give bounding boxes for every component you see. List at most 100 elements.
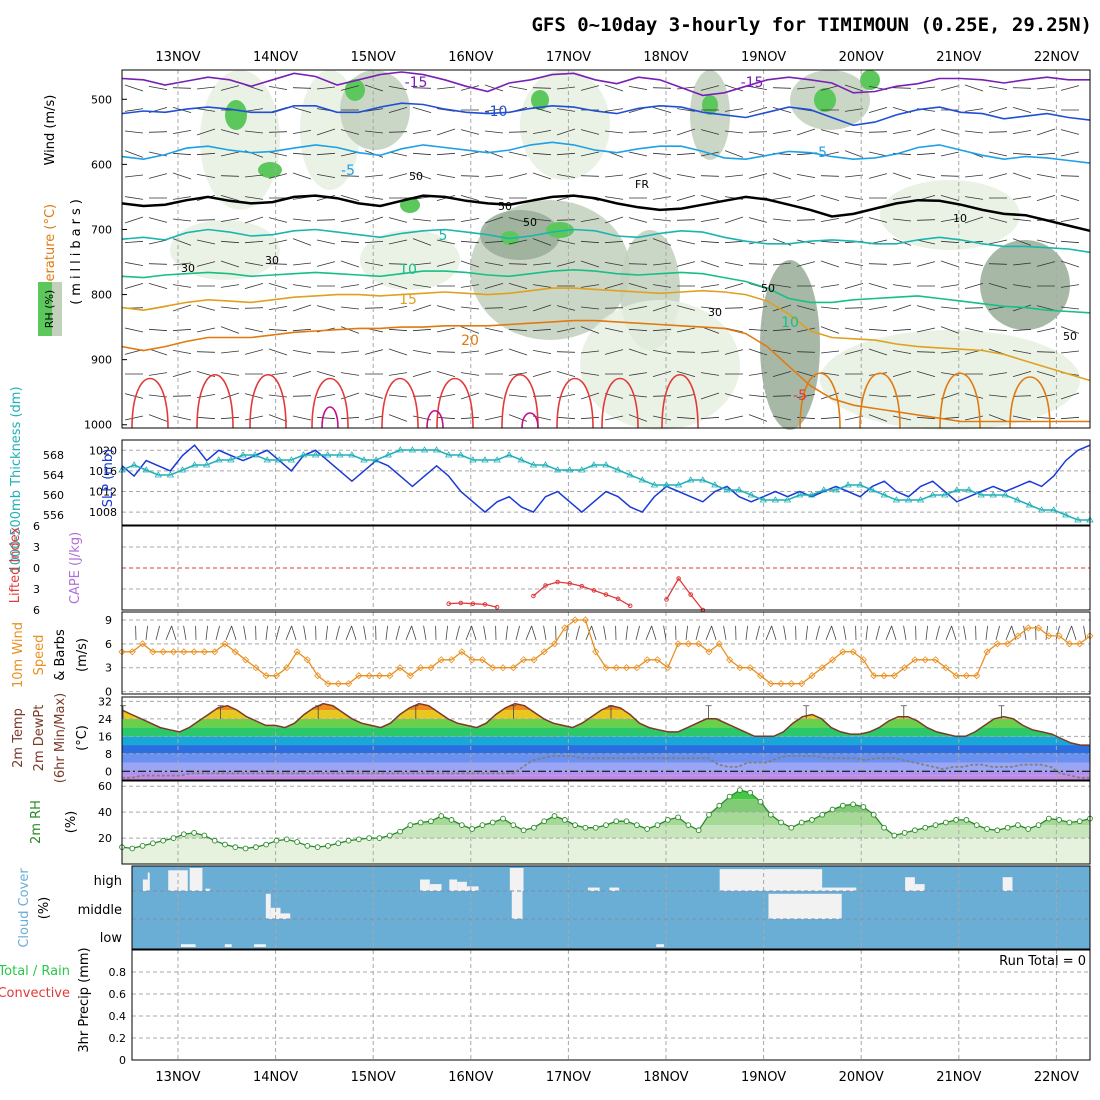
rh2m-marker [716,802,723,809]
wind-barb [532,262,552,266]
wind-barb [724,349,744,355]
wind-barb [940,85,960,91]
thickness-marker [227,456,235,463]
rh2m-marker [150,840,156,847]
wind-speed-marker [520,656,528,664]
rh-shading [480,210,560,260]
thickness-marker [408,446,417,453]
wind-barb [316,370,336,378]
wind-barb [868,305,888,311]
wind-barb [1012,87,1032,89]
wind-barb [423,625,427,640]
wind-barb [325,625,328,640]
lifted-index-marker [555,579,560,585]
wind-barb [484,393,504,399]
wind-barb [885,625,892,641]
wind-barb [124,327,144,333]
wind-barb [460,240,480,244]
wind-barb [772,172,792,180]
rh2m-marker [469,826,475,832]
wind-barb [220,151,240,157]
wind-barb [844,108,864,112]
thickness-marker [880,491,889,498]
rh2m-marker [479,822,486,828]
wind-speed-marker [746,664,754,672]
wind-barb [148,328,168,332]
thickness-label-group: 1000-500mb Thickness (dm) [9,386,24,573]
thickness-marker [989,491,997,498]
wind-barb [244,349,264,355]
wind-speed-marker [849,648,857,656]
precip-convective-label: Convective [0,986,70,1001]
wind-barb [892,196,912,200]
wind-barb [412,218,432,222]
wind-barb [988,173,1008,179]
y-tick-label: 24 [98,713,112,726]
wind-barb [395,625,400,640]
wind-barb [676,239,696,245]
rh2m-marker [263,841,270,848]
thickness-marker [505,451,513,458]
panel-precip: 0 0.2 0.4 0.6 0.8 Run Total = 0 Total / Rain Co… [0,947,1091,1067]
wind-barb [988,217,1008,223]
wind-barb [1071,625,1077,640]
wind-barb [460,350,480,354]
wind-barb [604,174,624,178]
wind-barb [543,625,547,640]
wind-barb [268,372,288,376]
wind-barb [676,108,696,112]
wind-barb [556,239,576,245]
rh2m-marker [870,811,877,818]
wind-barb [964,282,984,290]
wind-barb [820,284,840,288]
y-tick-label-right: 1012 [89,486,117,499]
wind-barb [292,370,312,378]
panel-rh2m: 20 40 60 2m RH (%) [29,780,1093,865]
wind-barb [700,85,720,91]
thickness-marker [953,486,961,493]
wind-barb [436,261,456,267]
y-tick-label: 8 [105,748,112,761]
wind-barb [963,625,967,640]
cloud-block [817,902,837,919]
thickness-marker [130,461,138,468]
rh2m-marker [572,822,578,828]
rh2m-marker [840,802,846,809]
wind-barb [364,261,384,267]
wind-barb [532,328,552,332]
cloud-block [914,884,925,891]
rh2m-marker [458,822,465,828]
wind-barb [148,131,168,133]
wind-barb [351,625,357,640]
wind-barb [700,372,720,376]
wind-barb [364,174,384,178]
wind-barb [868,131,888,133]
wind-barb [772,415,792,421]
wind-barb [484,84,504,92]
panel-frame [121,439,1091,526]
wind-barb [796,351,816,353]
wind-barb [1060,326,1080,334]
wind-barb [995,625,1000,640]
wind-speed-marker [396,664,404,672]
wind-barb [225,625,232,641]
wind-barb [484,415,504,421]
wind-barb [244,415,264,421]
wind-barb [988,414,1008,422]
date-label-top: 22NOV [1034,50,1079,65]
rh2m-marker [726,793,733,800]
rh2m-marker [922,824,929,831]
wind-barb [603,625,607,640]
wind-barb [268,239,288,245]
thickness-marker [916,496,925,503]
lifted-index-line [665,577,704,611]
isotherm-loop-30 [426,409,444,429]
wind-barb [700,194,720,202]
isotherm-loop-20 [939,372,981,429]
rh-high-shading [225,100,247,130]
wind-barb [796,327,816,333]
wind-barb [525,625,532,641]
wind-barb [148,282,168,290]
wind-barb [652,106,672,114]
isotherm-loop-25 [556,377,594,429]
